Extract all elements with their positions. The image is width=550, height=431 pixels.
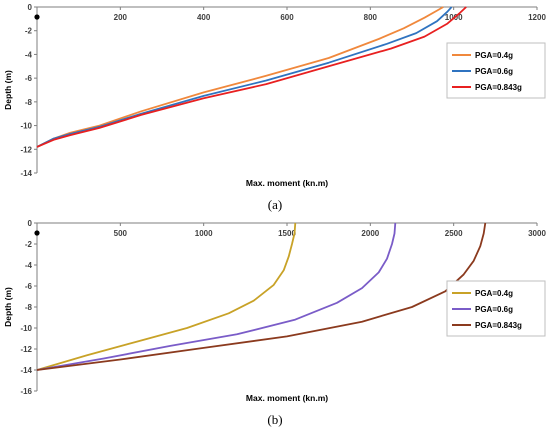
y-tick-label: -14 (20, 366, 32, 375)
y-tick-label: -4 (25, 50, 33, 59)
series-line-3 (36, 222, 487, 371)
x-tick-label: 600 (280, 13, 294, 22)
legend-label-1: PGA=0.4g (475, 289, 513, 298)
legend-label-2: PGA=0.6g (475, 67, 513, 76)
y-tick-label: -8 (25, 303, 33, 312)
y-tick-label: -8 (25, 98, 33, 107)
x-tick-label: 1200 (528, 13, 546, 22)
x-tick-label: 800 (364, 13, 378, 22)
legend-label-3: PGA=0.843g (475, 83, 522, 92)
series-line-2 (36, 6, 453, 148)
origin-marker (34, 14, 40, 20)
chart-panel-a: 200 400 600 800 1000 12000-2-4-6-8-10-12-14Ma… (3, 3, 546, 188)
y-tick-label: -2 (25, 27, 33, 36)
series-line-2 (36, 222, 397, 371)
caption-a: (a) (268, 197, 282, 212)
x-tick-label: 2000 (361, 229, 379, 238)
x-tick-label: 2500 (445, 229, 463, 238)
origin-marker (34, 230, 40, 236)
y-axis-title: Depth (m) (3, 70, 13, 110)
legend: PGA=0.4g PGA=0.6g PGA=0.843g (446, 280, 546, 337)
y-tick-label: -6 (25, 282, 33, 291)
legend: PGA=0.4g PGA=0.6g PGA=0.843g (446, 42, 546, 99)
y-tick-label: -12 (20, 345, 32, 354)
x-axis-title: Max. moment (kn.m) (246, 178, 328, 188)
x-tick-label: 1500 (278, 229, 296, 238)
x-tick-label: 3000 (528, 229, 546, 238)
y-tick-label: -2 (25, 240, 33, 249)
y-tick-label: 0 (28, 219, 33, 228)
series-line-1 (36, 222, 297, 371)
x-tick-label: 1000 (195, 229, 213, 238)
chart-panel-b: 500 1000 1500 2000 2500 3000 0 -2 -4 -6 -8 -10 -12 -1… (3, 219, 546, 403)
legend-label-2: PGA=0.6g (475, 305, 513, 314)
y-tick-label: -6 (25, 74, 33, 83)
caption-b: (b) (267, 412, 282, 427)
x-tick-label: 500 (114, 229, 128, 238)
x-tick-label: 200 (114, 13, 128, 22)
y-tick-label: -4 (25, 261, 33, 270)
series-line-1 (36, 6, 444, 148)
x-axis-title: Max. moment (kn.m) (246, 393, 328, 403)
y-tick-label: -10 (20, 122, 32, 131)
y-tick-label: -14 (20, 169, 32, 178)
y-tick-label: -12 (20, 145, 32, 154)
y-tick-label: -16 (20, 387, 32, 396)
y-axis-title: Depth (m) (3, 287, 13, 327)
legend-label-3: PGA=0.843g (475, 321, 522, 330)
y-tick-label: 0 (28, 3, 33, 12)
legend-label-1: PGA=0.4g (475, 51, 513, 60)
x-tick-label: 400 (197, 13, 211, 22)
y-tick-label: -10 (20, 324, 32, 333)
series-line-3 (36, 6, 467, 148)
